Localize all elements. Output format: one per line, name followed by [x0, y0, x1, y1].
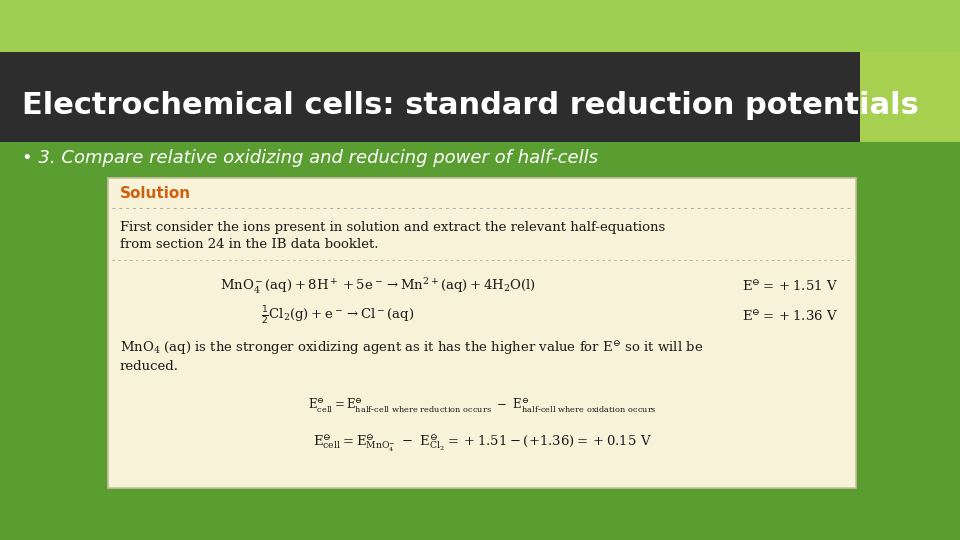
Text: $\mathregular{E^{\ominus} = +1.51\ V}$: $\mathregular{E^{\ominus} = +1.51\ V}$ [742, 279, 838, 294]
Bar [0, 0, 960, 52]
Text: $\mathregular{MnO_4^-(aq) + 8H^+ + 5e^- \rightarrow Mn^{2+}(aq) + 4H_2O(l)}$: $\mathregular{MnO_4^-(aq) + 8H^+ + 5e^- … [220, 276, 536, 296]
Text: Electrochemical cells: standard reduction potentials: Electrochemical cells: standard reductio… [22, 91, 919, 119]
Bar [0, 52, 860, 142]
Text: $\mathregular{E^{\ominus}_{cell} = E^{\ominus}_{half\text{-}cell\ where\ reducti: $\mathregular{E^{\ominus}_{cell} = E^{\o… [307, 397, 657, 415]
Text: • 3. Compare relative oxidizing and reducing power of half-cells: • 3. Compare relative oxidizing and redu… [22, 149, 598, 167]
Text: from section 24 in the IB data booklet.: from section 24 in the IB data booklet. [120, 239, 378, 252]
Bar [860, 52, 960, 142]
Text: reduced.: reduced. [120, 360, 179, 373]
Bar [108, 178, 856, 488]
Text: First consider the ions present in solution and extract the relevant half-equati: First consider the ions present in solut… [120, 221, 665, 234]
Text: $\frac{1}{2}\mathregular{Cl_2(g) + e^- \rightarrow Cl^-(aq)}$: $\frac{1}{2}\mathregular{Cl_2(g) + e^- \… [261, 305, 415, 327]
Text: Solution: Solution [120, 186, 191, 201]
Text: $\mathregular{E^{\ominus} = +1.36\ V}$: $\mathregular{E^{\ominus} = +1.36\ V}$ [742, 308, 838, 323]
Text: $\mathregular{E^{\ominus}_{cell} = E^{\ominus}_{MnO_4^{-}}\ -\ E^{\ominus}_{Cl_2: $\mathregular{E^{\ominus}_{cell} = E^{\o… [313, 433, 652, 454]
Text: $\mathregular{MnO_4}$ (aq) is the stronger oxidizing agent as it has the higher : $\mathregular{MnO_4}$ (aq) is the strong… [120, 339, 704, 357]
Bar [0, 142, 960, 540]
